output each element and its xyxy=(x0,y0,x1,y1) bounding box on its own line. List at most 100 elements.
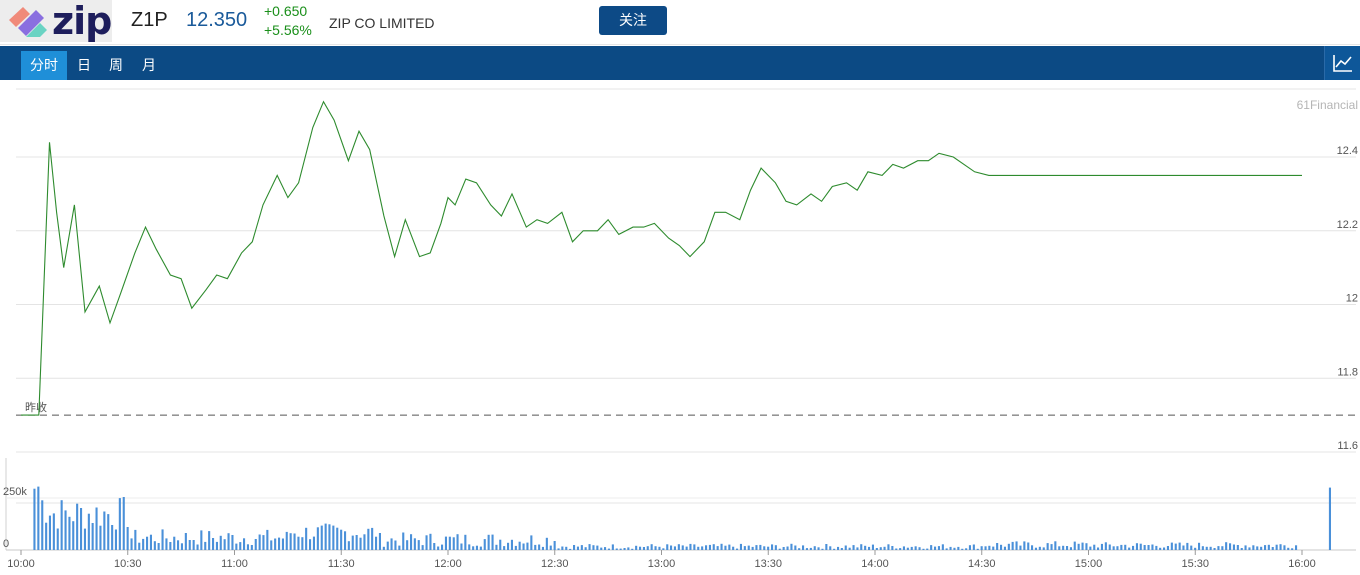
volume-bar xyxy=(378,533,381,550)
price-line xyxy=(21,100,1302,416)
volume-bar xyxy=(980,546,983,550)
volume-bar xyxy=(1050,544,1053,550)
volume-bar xyxy=(483,539,486,550)
volume-bar xyxy=(410,534,413,550)
volume-bar xyxy=(153,541,156,550)
volume-bar xyxy=(631,548,634,550)
volume-bar xyxy=(518,541,521,550)
volume-bar xyxy=(1244,545,1247,550)
volume-bar xyxy=(1066,546,1069,550)
volume-bar xyxy=(270,540,273,550)
volume-bar xyxy=(1198,542,1201,550)
volume-bar xyxy=(639,546,642,550)
volume-bar xyxy=(1217,546,1220,550)
volume-bar xyxy=(91,523,94,550)
volume-bar xyxy=(111,525,114,550)
volume-bar xyxy=(1116,546,1119,550)
volume-bar xyxy=(736,548,739,550)
volume-bar xyxy=(561,546,564,550)
volume-bar xyxy=(297,536,300,550)
volume-bar xyxy=(1031,545,1034,550)
volume-bar xyxy=(716,546,719,550)
follow-button[interactable]: 关注 xyxy=(599,6,667,35)
tab-weekly[interactable]: 周 xyxy=(109,57,123,73)
volume-bar xyxy=(600,547,603,550)
volume-bar xyxy=(677,544,680,550)
volume-bar xyxy=(1073,541,1076,550)
volume-tick-label: 0 xyxy=(3,538,9,550)
volume-bar xyxy=(507,542,510,550)
volume-bar xyxy=(1143,545,1146,550)
volume-bar xyxy=(460,543,463,550)
volume-bar xyxy=(1100,543,1103,550)
volume-bar xyxy=(875,548,878,550)
volume-bar xyxy=(813,546,816,550)
tab-intraday[interactable]: 分时 xyxy=(21,51,67,80)
volume-bar xyxy=(336,527,339,550)
volume-bar xyxy=(1170,542,1173,550)
volume-bar xyxy=(371,527,374,550)
volume-bar xyxy=(848,547,851,550)
volume-bar xyxy=(708,544,711,550)
volume-bar xyxy=(386,541,389,550)
volume-bar xyxy=(293,533,296,550)
volume-bar xyxy=(363,534,366,550)
volume-bar xyxy=(596,545,599,550)
volume-bar xyxy=(662,548,665,550)
volume-bar xyxy=(530,535,533,550)
volume-bar xyxy=(37,486,40,550)
volume-bar xyxy=(627,547,630,550)
chart-type-toggle-button[interactable] xyxy=(1324,46,1360,80)
volume-bar xyxy=(1054,541,1057,550)
volume-bar xyxy=(607,548,610,550)
volume-bar xyxy=(759,544,762,550)
volume-bar xyxy=(83,528,86,550)
time-tick-label: 12:30 xyxy=(541,558,569,570)
volume-bar xyxy=(433,543,436,550)
volume-bar xyxy=(592,545,595,550)
volume-bar xyxy=(266,529,269,550)
volume-bar xyxy=(771,544,774,550)
price-tick-label: 11.8 xyxy=(1337,366,1358,378)
volume-bar xyxy=(937,546,940,550)
period-tab-bar: 分时 日 周 月 xyxy=(0,46,1360,80)
volume-bar xyxy=(930,545,933,550)
volume-bar xyxy=(565,546,568,550)
volume-bar xyxy=(146,536,149,550)
price-tick-label: 11.6 xyxy=(1337,440,1358,452)
volume-bar xyxy=(254,539,257,550)
volume-bar xyxy=(646,546,649,550)
volume-bar xyxy=(1271,547,1274,550)
volume-bar xyxy=(495,544,498,550)
volume-bar xyxy=(1077,543,1080,550)
time-tick-label: 13:00 xyxy=(648,558,676,570)
volume-bar xyxy=(45,522,48,550)
volume-bar xyxy=(693,544,696,550)
volume-bar xyxy=(576,546,579,550)
volume-bar xyxy=(949,546,952,550)
volume-bar xyxy=(670,545,673,550)
volume-bar xyxy=(615,548,618,550)
volume-bar xyxy=(794,545,797,550)
volume-bar xyxy=(553,541,556,550)
volume-bar xyxy=(76,503,79,550)
volume-bar xyxy=(173,536,176,550)
volume-bar xyxy=(1011,541,1014,550)
volume-bar xyxy=(673,546,676,550)
volume-bar xyxy=(87,513,90,550)
volume-bar xyxy=(52,513,55,550)
volume-bar xyxy=(1209,546,1212,550)
volume-bar xyxy=(200,530,203,550)
volume-bar xyxy=(879,547,882,550)
price-change: +0.650 xyxy=(264,3,308,19)
volume-bar xyxy=(984,546,987,550)
logo-wordmark: zip xyxy=(52,0,112,43)
volume-bar xyxy=(208,531,211,550)
volume-bar xyxy=(72,521,75,550)
volume-bar xyxy=(429,533,432,550)
volume-bar xyxy=(1264,545,1267,550)
tab-monthly[interactable]: 月 xyxy=(142,57,156,73)
volume-bar xyxy=(1058,546,1061,550)
tab-daily[interactable]: 日 xyxy=(77,57,91,73)
volume-bar xyxy=(844,545,847,550)
